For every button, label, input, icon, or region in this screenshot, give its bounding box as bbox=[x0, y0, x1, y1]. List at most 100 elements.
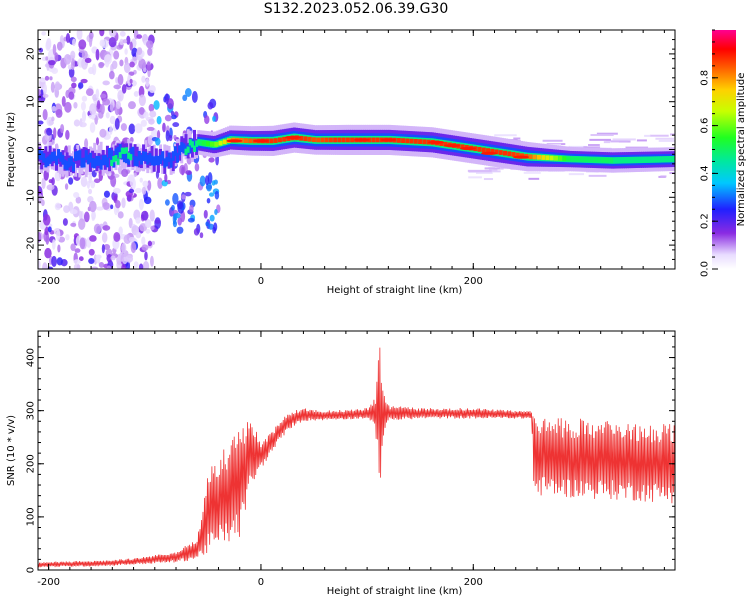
ridge-band bbox=[655, 156, 659, 163]
colorbar-gradient bbox=[712, 30, 736, 269]
ridge-band bbox=[184, 134, 188, 150]
ridge-band bbox=[52, 151, 56, 161]
ridge-band bbox=[67, 157, 71, 168]
spectrogram-y-tick-label: 0 bbox=[26, 146, 37, 152]
spectral-blob bbox=[83, 211, 90, 223]
snr-x-tick-label: -200 bbox=[37, 577, 60, 588]
spectral-blob bbox=[117, 74, 124, 86]
spectral-blob bbox=[104, 54, 112, 65]
spectral-blob bbox=[128, 236, 136, 242]
spectral-streak bbox=[636, 139, 647, 142]
spectral-blob bbox=[70, 243, 76, 251]
ridge-band bbox=[658, 156, 662, 163]
spectral-blob bbox=[208, 157, 215, 163]
spectral-streak bbox=[660, 175, 667, 178]
ridge-core bbox=[592, 157, 597, 163]
spectral-blob bbox=[73, 191, 80, 198]
spectral-blob bbox=[79, 122, 87, 128]
snr-y-tick-label: 0 bbox=[26, 567, 37, 573]
ridge-band bbox=[71, 161, 75, 172]
ridge-band bbox=[80, 148, 84, 164]
ridge-peak bbox=[444, 144, 461, 148]
snr-y-tick-label: 300 bbox=[26, 401, 37, 420]
spectral-blob bbox=[99, 128, 107, 138]
spectral-blob bbox=[61, 95, 66, 107]
ridge-band bbox=[613, 157, 617, 164]
spectral-blob bbox=[212, 115, 216, 122]
ridge-band bbox=[105, 157, 109, 168]
ridge-band bbox=[641, 156, 645, 164]
spectral-blob bbox=[53, 127, 57, 139]
ridge-core bbox=[562, 156, 567, 162]
ridge-band bbox=[662, 156, 666, 163]
spectral-blob bbox=[100, 103, 105, 115]
spectral-blob bbox=[41, 31, 47, 36]
spectral-blob bbox=[136, 47, 143, 56]
spectral-blob bbox=[146, 61, 151, 72]
spectral-streak bbox=[610, 140, 628, 143]
ridge-band bbox=[61, 154, 65, 177]
ridge-band bbox=[88, 152, 92, 163]
ridge-band bbox=[624, 156, 628, 164]
spectrogram-x-tick-label: 200 bbox=[464, 276, 483, 287]
spectral-blob bbox=[38, 120, 44, 125]
spectral-blob bbox=[166, 98, 174, 110]
spectral-blob bbox=[95, 48, 100, 61]
spectral-blob bbox=[115, 200, 121, 209]
snr-series-line bbox=[38, 347, 675, 568]
spectral-blob bbox=[117, 211, 124, 219]
ridge-core bbox=[205, 141, 210, 146]
ridge-core bbox=[507, 151, 512, 157]
spectral-blob bbox=[45, 235, 50, 245]
spectral-streak bbox=[542, 139, 563, 142]
ridge-band bbox=[135, 156, 139, 167]
spectral-blob bbox=[68, 201, 74, 212]
snr-y-tick-label: 400 bbox=[26, 348, 37, 367]
spectral-blob bbox=[214, 209, 218, 216]
ridge-band bbox=[180, 142, 184, 153]
spectral-blob bbox=[199, 175, 206, 187]
ridge-band bbox=[150, 145, 154, 161]
spectral-blob bbox=[184, 191, 192, 197]
spectral-blob bbox=[108, 37, 117, 48]
ridge-core bbox=[503, 150, 508, 156]
ridge-band bbox=[190, 141, 194, 158]
spectral-blob bbox=[86, 180, 91, 189]
spectral-blob bbox=[101, 232, 108, 243]
spectral-blob bbox=[117, 89, 124, 102]
spectral-blob bbox=[89, 235, 97, 242]
spectrogram-y-axis-label: Frequency (Hz) bbox=[6, 112, 17, 188]
spectral-blob bbox=[113, 84, 122, 90]
ridge-band bbox=[129, 148, 133, 159]
spectral-blob bbox=[80, 78, 88, 84]
ridge-band bbox=[131, 146, 135, 157]
ridge-band bbox=[99, 159, 103, 170]
ridge-core bbox=[324, 137, 329, 143]
ridge-core bbox=[528, 154, 533, 160]
spectral-blob bbox=[185, 170, 192, 176]
ridge-core bbox=[494, 149, 499, 155]
spectral-blob bbox=[42, 93, 49, 98]
colorbar-tick-label: 0.4 bbox=[700, 165, 711, 181]
ridge-band bbox=[91, 157, 95, 168]
spectral-streak bbox=[488, 170, 501, 173]
ridge-band bbox=[643, 156, 647, 163]
spectral-blob bbox=[93, 178, 101, 184]
ridge-band bbox=[74, 151, 78, 162]
spectral-blob bbox=[119, 59, 124, 67]
spectral-blob bbox=[84, 138, 89, 149]
ridge-band bbox=[159, 154, 163, 165]
spectral-blob bbox=[189, 204, 194, 213]
ridge-core bbox=[481, 147, 486, 153]
ridge-peak bbox=[513, 155, 530, 159]
spectral-blob bbox=[209, 214, 215, 222]
spectral-blob bbox=[138, 198, 144, 211]
spectral-blob bbox=[51, 105, 57, 112]
ridge-core bbox=[545, 155, 550, 161]
spectral-blob bbox=[149, 110, 157, 118]
spectral-blob bbox=[51, 116, 55, 122]
spectral-blob bbox=[129, 174, 134, 187]
spectral-blob bbox=[88, 114, 96, 119]
